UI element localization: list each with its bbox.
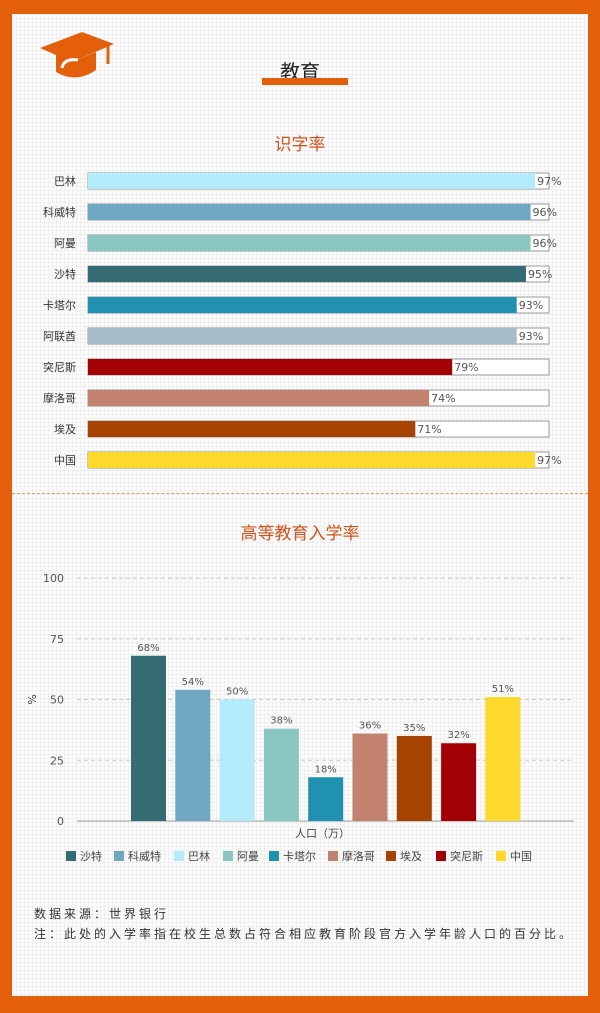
literacy-bar bbox=[88, 266, 526, 282]
graduation-cap-icon bbox=[40, 32, 114, 78]
legend-label: 埃及 bbox=[400, 849, 422, 863]
legend-swatch bbox=[269, 851, 279, 861]
legend-label: 中国 bbox=[510, 850, 532, 863]
enrollment-y-tick-label: 50 bbox=[50, 694, 64, 707]
literacy-value-label: 71% bbox=[417, 423, 441, 436]
section-divider bbox=[12, 493, 588, 494]
legend-swatch bbox=[174, 851, 184, 861]
footnote: 注：此处的入学率指在校生总数占符合相应教育阶段官方入学年龄人口的百分比。 bbox=[34, 927, 575, 941]
literacy-bar bbox=[88, 390, 430, 406]
literacy-category-label: 巴林 bbox=[54, 174, 76, 188]
legend-label: 沙特 bbox=[80, 849, 102, 863]
enrollment-value-label: 50% bbox=[226, 687, 248, 698]
legend-label: 巴林 bbox=[188, 849, 210, 863]
enrollment-bar bbox=[175, 689, 211, 821]
legend-swatch bbox=[436, 851, 446, 861]
legend-swatch bbox=[496, 851, 506, 861]
enrollment-x-axis-label: 人口（万） bbox=[295, 827, 350, 840]
enrollment-bar bbox=[131, 655, 166, 821]
literacy-value-label: 96% bbox=[533, 237, 557, 250]
legend-label: 卡塔尔 bbox=[283, 850, 316, 863]
legend-label: 科威特 bbox=[128, 849, 161, 863]
enrollment-chart-title: 高等教育入学率 bbox=[240, 524, 360, 544]
enrollment-bar bbox=[396, 735, 432, 821]
literacy-value-label: 97% bbox=[537, 175, 561, 188]
legend-label: 摩洛哥 bbox=[342, 849, 375, 863]
enrollment-y-tick-label: 75 bbox=[50, 633, 64, 646]
legend-swatch bbox=[66, 851, 76, 861]
literacy-bar bbox=[88, 421, 416, 437]
enrollment-value-label: 38% bbox=[270, 716, 292, 727]
enrollment-bar bbox=[219, 699, 255, 821]
enrollment-value-label: 68% bbox=[137, 643, 159, 654]
literacy-bar bbox=[88, 452, 536, 468]
source-note: 数据来源：世界银行 注：此处的入学率指在校生总数占符合相应教育阶段官方入学年龄人… bbox=[34, 904, 574, 944]
enrollment-value-label: 32% bbox=[447, 730, 469, 741]
literacy-bar bbox=[88, 173, 536, 189]
literacy-bar bbox=[88, 359, 453, 375]
enrollment-bar bbox=[308, 777, 344, 821]
legend-label: 阿曼 bbox=[237, 850, 259, 863]
data-source: 数据来源：世界银行 bbox=[34, 907, 170, 921]
enrollment-value-label: 35% bbox=[403, 723, 425, 734]
enrollment-bar bbox=[485, 697, 521, 821]
enrollment-value-label: 18% bbox=[315, 764, 337, 775]
literacy-category-label: 阿联酋 bbox=[43, 329, 76, 343]
legend-label: 突尼斯 bbox=[450, 849, 483, 863]
enrollment-y-tick-label: 0 bbox=[57, 815, 64, 828]
literacy-category-label: 沙特 bbox=[54, 267, 76, 281]
literacy-bar bbox=[88, 297, 517, 313]
enrollment-bar bbox=[263, 728, 299, 821]
legend-swatch bbox=[223, 851, 233, 861]
literacy-bar bbox=[88, 235, 531, 251]
literacy-chart-title: 识字率 bbox=[274, 135, 326, 155]
enrollment-y-tick-label: 25 bbox=[50, 754, 64, 767]
literacy-value-label: 79% bbox=[454, 361, 478, 374]
enrollment-y-tick-label: 100 bbox=[43, 572, 64, 585]
literacy-category-label: 摩洛哥 bbox=[43, 391, 76, 405]
literacy-category-label: 突尼斯 bbox=[43, 360, 76, 374]
enrollment-chart: 0 25 50 75 100% 人口（万） 68% 54% 50% 38% 18% 36% 35% 32%… bbox=[26, 572, 574, 863]
enrollment-value-label: 36% bbox=[359, 721, 381, 732]
literacy-bar bbox=[88, 328, 517, 344]
enrollment-y-axis-label: % bbox=[26, 694, 39, 704]
literacy-category-label: 阿曼 bbox=[54, 237, 76, 250]
literacy-category-label: 中国 bbox=[54, 454, 76, 467]
legend-swatch bbox=[328, 851, 338, 861]
literacy-value-label: 93% bbox=[519, 330, 543, 343]
legend-swatch bbox=[386, 851, 396, 861]
literacy-category-label: 埃及 bbox=[54, 422, 76, 436]
literacy-category-label: 卡塔尔 bbox=[43, 299, 76, 312]
literacy-value-label: 74% bbox=[431, 392, 455, 405]
literacy-category-label: 科威特 bbox=[43, 205, 76, 219]
title-underline bbox=[262, 78, 348, 85]
literacy-bar bbox=[88, 204, 531, 220]
literacy-chart: 巴林 97% 科威特 96% 阿曼 96% 沙特 95% 卡塔尔 93% 阿联酋 93% 突尼斯 79% 摩… bbox=[43, 172, 562, 469]
enrollment-bar bbox=[352, 733, 388, 821]
legend-swatch bbox=[114, 851, 124, 861]
literacy-value-label: 95% bbox=[528, 268, 552, 281]
literacy-value-label: 97% bbox=[537, 454, 561, 467]
literacy-value-label: 93% bbox=[519, 299, 543, 312]
enrollment-bar bbox=[441, 743, 477, 821]
enrollment-value-label: 51% bbox=[492, 684, 514, 695]
literacy-value-label: 96% bbox=[533, 206, 557, 219]
enrollment-value-label: 54% bbox=[182, 677, 204, 688]
